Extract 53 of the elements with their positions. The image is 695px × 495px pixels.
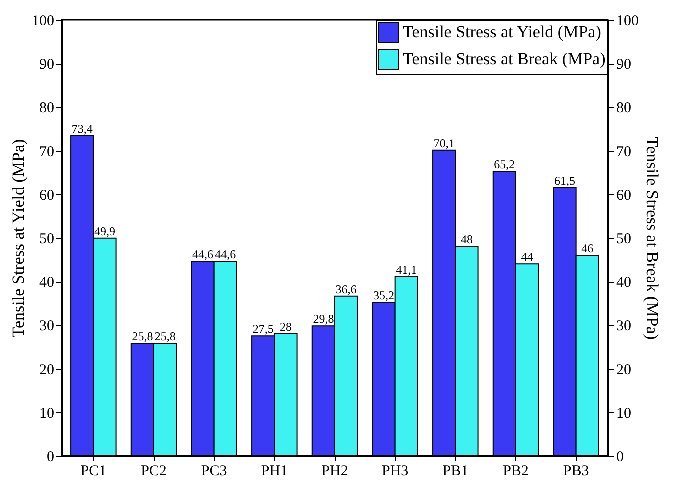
- x-tick-label: PC1: [80, 464, 107, 480]
- data-label: 28: [280, 320, 292, 334]
- y2-tick-label: 80: [616, 100, 632, 117]
- data-label: 27,5: [252, 322, 274, 336]
- y2-axis-title: Tensile Stress at Break (MPa): [643, 137, 662, 340]
- y-tick-label: 50: [40, 232, 54, 248]
- data-label: 44,6: [215, 248, 236, 262]
- data-label: 73,4: [72, 122, 93, 136]
- y2-tick-label: 50: [616, 232, 632, 248]
- y-tick-label: 70: [40, 144, 54, 160]
- y2-tick-label: 60: [616, 188, 632, 204]
- y2-tick-label: 20: [616, 362, 632, 378]
- y-tick-label: 10: [40, 406, 54, 422]
- legend-label: Tensile Stress at Break (MPa): [403, 50, 606, 68]
- x-tick-label: PH3: [382, 464, 409, 480]
- x-tick-label: PB3: [563, 464, 590, 480]
- y-tick-label: 40: [40, 275, 54, 292]
- x-tick-label: PC3: [201, 464, 228, 480]
- data-label: 65,2: [494, 158, 516, 172]
- data-label: 36,6: [336, 282, 357, 296]
- legend-label: Tensile Stress at Yield (MPa): [403, 22, 602, 42]
- y2-tick-label: 70: [616, 144, 632, 160]
- data-label: 46: [582, 241, 594, 256]
- y2-tick-label: 30: [616, 318, 632, 335]
- y-tick-label: 20: [40, 362, 54, 378]
- y-tick-label: 30: [40, 318, 54, 335]
- y-tick-label: 0: [47, 450, 54, 466]
- y-tick-label: 80: [40, 100, 54, 117]
- data-label: 35,2: [374, 288, 395, 303]
- y2-tick-label: 10: [616, 406, 632, 422]
- data-label: 44: [521, 250, 534, 264]
- x-tick-label: PB2: [503, 464, 529, 480]
- data-label: 44,6: [192, 248, 214, 262]
- data-label: 41,1: [396, 262, 418, 277]
- data-label: 25,8: [154, 330, 176, 344]
- y2-tick-label: 40: [616, 275, 632, 292]
- y-axis-title: Tensile Stress at Yield (MPa): [9, 139, 28, 338]
- data-label: 48: [460, 232, 473, 247]
- data-label: 25,8: [132, 330, 154, 344]
- data-label: 70,1: [434, 136, 455, 150]
- y-tick-label: 100: [32, 14, 54, 30]
- y2-tick-label: 90: [616, 57, 632, 74]
- x-tick-label: PH1: [261, 464, 288, 480]
- y-tick-label: 60: [40, 188, 54, 204]
- x-tick-label: PH2: [322, 464, 348, 480]
- y2-tick-label: 0: [616, 450, 624, 466]
- x-tick-label: PC2: [141, 464, 167, 480]
- data-label: 49,9: [94, 224, 116, 238]
- y2-tick-label: 100: [616, 14, 639, 30]
- y-tick-label: 90: [40, 57, 54, 74]
- data-label: 29,8: [313, 312, 334, 326]
- x-tick-label: PB1: [442, 464, 469, 480]
- data-label: 61,5: [554, 174, 576, 188]
